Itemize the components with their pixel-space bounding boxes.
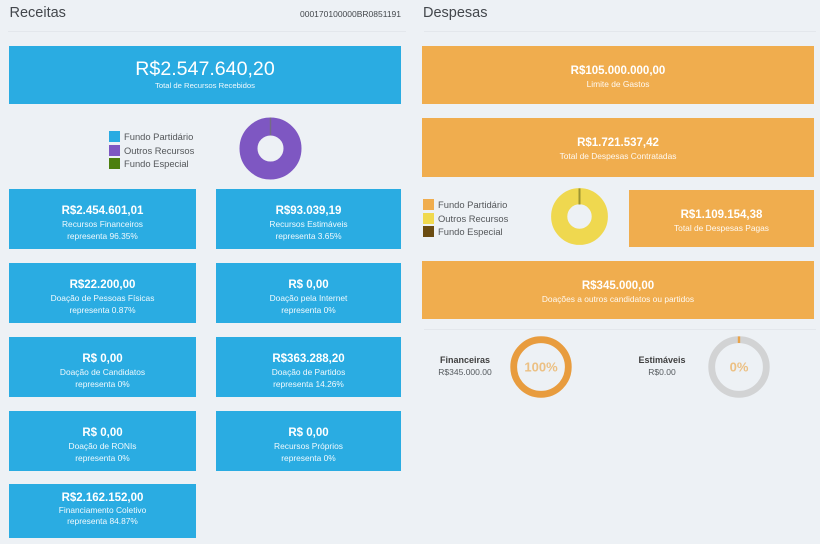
svg-text:0%: 0% [730,359,749,374]
svg-text:100%: 100% [524,360,558,375]
